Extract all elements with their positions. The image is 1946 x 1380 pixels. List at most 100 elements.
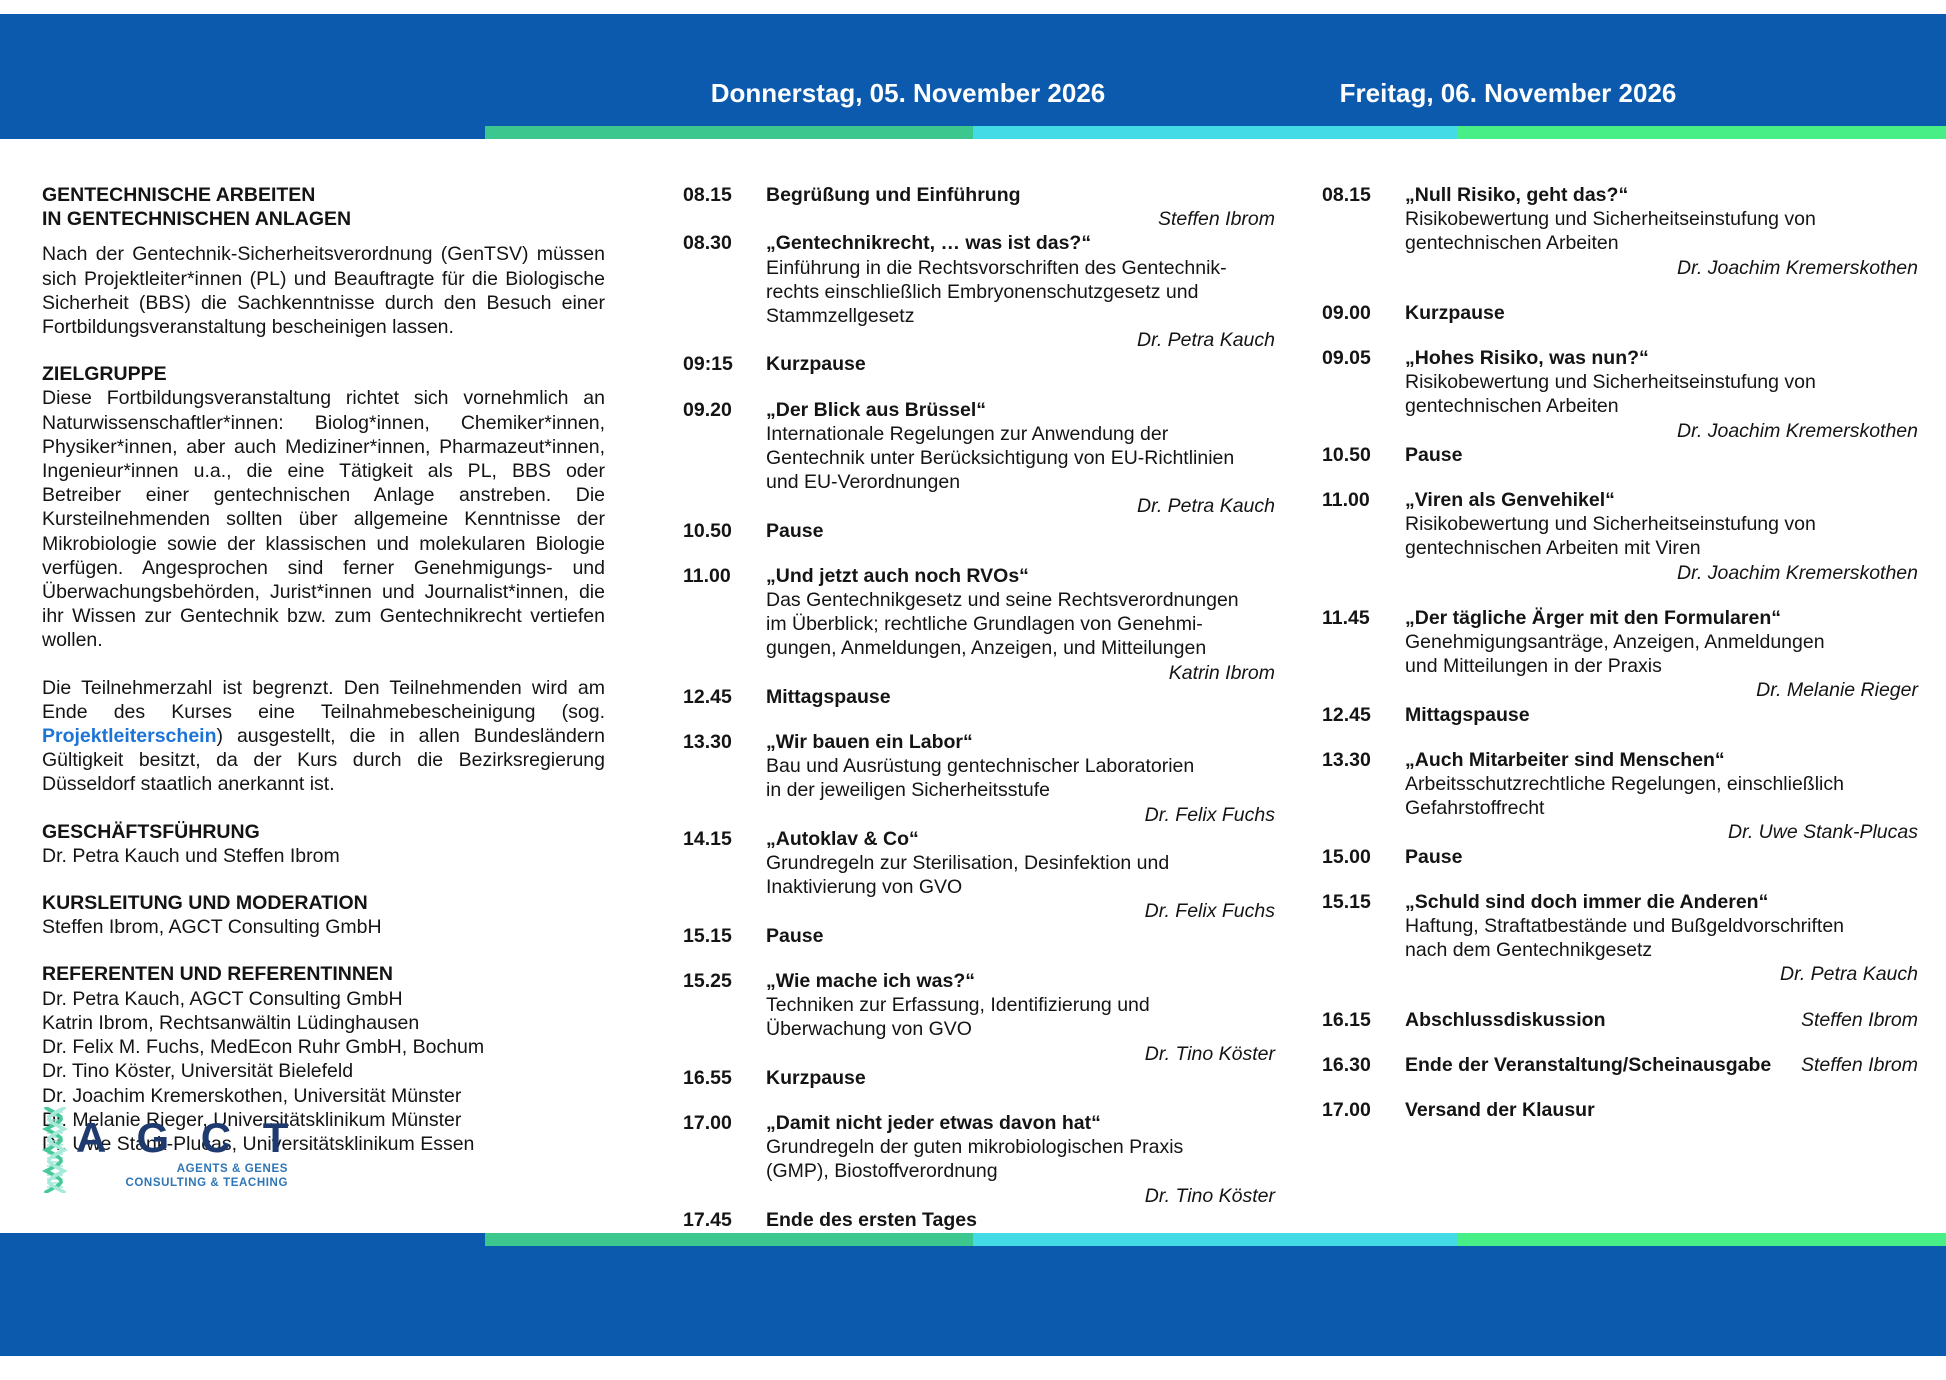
projektleiterschein-link[interactable]: Projektleiterschein <box>42 725 217 748</box>
speaker-list-item: Dr. Uwe Stank-Plucas, Universitätsklinik… <box>42 1132 475 1155</box>
session-title-row: Mittagspause <box>1405 703 1918 727</box>
session-speaker: Dr. Joachim Kremerskothen <box>1677 561 1918 584</box>
session-title-row: „Auch Mitarbeiter sind Menschen“ <box>1405 748 1918 772</box>
session-title-row: „Autoklav & Co“ <box>766 827 1275 851</box>
strip-segment-cyan <box>973 1233 1458 1246</box>
session-speaker: Katrin Ibrom <box>1168 661 1275 684</box>
speaker-list-item: Katrin Ibrom, Rechtsanwältin Lüdinghause… <box>42 1011 420 1034</box>
schedule-entry: 15.25 „Wie mache ich was?“ Techniken zur E… <box>683 969 1275 1066</box>
schedule-entry: 08.30 „Gentechnikrecht, … was ist das?“ Ei… <box>683 231 1275 352</box>
session-speaker: Dr. Petra Kauch <box>1136 495 1275 518</box>
session-content: Kurzpause <box>1405 301 1918 325</box>
session-title: „Der Blick aus Brüssel“ <box>766 398 987 421</box>
page-title: GENTECHNISCHE ARBEITEN IN GENTECHNISCHEN… <box>42 183 605 231</box>
session-description-line: gentechnischen Arbeiten mit Viren <box>1405 537 1701 560</box>
session-content: Mittagspause <box>766 685 1275 709</box>
agct-logo: A G C T AGENTS & GENES CONSULTING & TEAC… <box>40 1098 302 1202</box>
session-content: „Viren als Genvehikel“ Risikobewertung un… <box>1405 488 1918 585</box>
session-title-row: Begrüßung und Einführung <box>766 183 1275 207</box>
schedule-entry: 12.45 Mittagspause <box>1322 703 1918 727</box>
session-time: 15.15 <box>1322 890 1371 913</box>
session-title: „Schuld sind doch immer die Anderen“ <box>1405 890 1769 913</box>
session-time: 08.30 <box>683 232 732 255</box>
strip-segment-green <box>485 126 973 139</box>
session-content: „Damit nicht jeder etwas davon hat“ Grund… <box>766 1111 1275 1208</box>
session-title-row: Abschlussdiskussion Steffen Ibrom <box>1405 1008 1918 1032</box>
session-time: 16.30 <box>1322 1053 1371 1076</box>
session-title: „Wie mache ich was?“ <box>766 969 975 992</box>
session-description-line: und Mitteilungen in der Praxis <box>1405 655 1662 678</box>
session-title: „Viren als Genvehikel“ <box>1405 489 1615 512</box>
strip-segment-green <box>485 1233 973 1246</box>
session-title-row: „Wir bauen ein Labor“ <box>766 730 1275 754</box>
schedule-entry: 15.00 Pause <box>1322 845 1918 869</box>
session-description-line: gentechnischen Arbeiten <box>1405 395 1619 418</box>
logo-subtitle: AGENTS & GENES CONSULTING & TEACHING <box>40 1162 288 1190</box>
session-title-row: „Gentechnikrecht, … was ist das?“ <box>766 231 1275 255</box>
friday-date-heading: Freitag, 06. November 2026 <box>1339 78 1677 108</box>
session-title: Pause <box>766 519 824 542</box>
session-content: Pause <box>1405 443 1918 467</box>
session-title-row: „Schuld sind doch immer die Anderen“ <box>1405 890 1918 914</box>
session-title-row: Pause <box>766 519 1275 543</box>
session-description-line: Einführung in die Rechtsvorschriften des… <box>766 256 1227 279</box>
session-time: 12.45 <box>1322 703 1371 726</box>
footer-band <box>0 1246 1946 1356</box>
schedule-entry: 15.15 „Schuld sind doch immer die Anderen… <box>1322 890 1918 987</box>
schedule-entry: 16.30 Ende der Veranstaltung/Scheinausgab… <box>1322 1053 1918 1077</box>
logo-subtitle-line1: AGENTS & GENES <box>176 1163 288 1175</box>
session-description-line: rechts einschließlich Embryonenschutzges… <box>766 280 1199 303</box>
speaker-list-item: Dr. Tino Köster, Universität Bielefeld <box>42 1060 354 1083</box>
session-title: Pause <box>766 924 824 947</box>
header-color-strip <box>0 126 1946 139</box>
session-title: „Hohes Risiko, was nun?“ <box>1405 347 1649 370</box>
session-title-row: Kurzpause <box>766 352 1275 376</box>
page-title-line1: GENTECHNISCHE ARBEITEN <box>42 184 316 206</box>
session-time: 10.50 <box>683 519 732 542</box>
session-description-line: Risikobewertung und Sicherheitseinstufun… <box>1405 513 1816 536</box>
session-title: „Auch Mitarbeiter sind Menschen“ <box>1405 748 1725 771</box>
session-title-row: „Hohes Risiko, was nun?“ <box>1405 346 1918 370</box>
session-content: „Auch Mitarbeiter sind Menschen“ Arbeitss… <box>1405 748 1918 845</box>
session-content: „Der tägliche Ärger mit den Formularen“ G… <box>1405 606 1918 703</box>
intro-paragraph: Nach der Gentechnik-Sicherheitsverordnun… <box>42 243 605 339</box>
session-speaker: Steffen Ibrom <box>1800 1008 1918 1031</box>
session-description-line: in der jeweiligen Sicherheitsstufe <box>766 779 1050 802</box>
friday-schedule: 08.15 „Null Risiko, geht das?“ Risikobewer… <box>1322 183 1918 1122</box>
session-time: 13.30 <box>1322 748 1371 771</box>
session-speaker: Steffen Ibrom <box>1800 1053 1918 1076</box>
speaker-list-item: Dr. Joachim Kremerskothen, Universität M… <box>42 1084 462 1107</box>
session-description-line: Haftung, Straftatbestände und Bußgeldvor… <box>1405 915 1845 938</box>
session-description-line: Gentechnik unter Berücksichtigung von EU… <box>766 447 1235 470</box>
schedule-entry: 13.30 „Wir bauen ein Labor“ Bau und Ausrüs… <box>683 730 1275 827</box>
session-title: Begrüßung und Einführung <box>766 184 1021 206</box>
participants-paragraph: Die Teilnehmerzahl ist begrenzt. Den Tei… <box>42 676 605 797</box>
session-time: 09.00 <box>1322 301 1371 324</box>
schedule-entry: 15.15 Pause <box>683 924 1275 948</box>
session-title-row: „Und jetzt auch noch RVOs“ <box>766 564 1275 588</box>
strip-segment-cyan <box>973 126 1458 139</box>
session-content: Kurzpause <box>766 352 1275 376</box>
session-content: „Hohes Risiko, was nun?“ Risikobewertung … <box>1405 346 1918 443</box>
session-speaker: Dr. Tino Köster <box>1144 1042 1275 1065</box>
schedule-entry: 10.50 Pause <box>1322 443 1918 467</box>
thursday-schedule: 08.15 Begrüßung und Einführung Steffen Ibr… <box>683 183 1275 1232</box>
session-speaker: Steffen Ibrom <box>1157 208 1275 231</box>
session-time: 11.00 <box>683 564 731 587</box>
logo-subtitle-line2: CONSULTING & TEACHING <box>125 1177 288 1189</box>
session-title-row: „Wie mache ich was?“ <box>766 969 1275 993</box>
session-content: „Schuld sind doch immer die Anderen“ Haft… <box>1405 890 1918 987</box>
session-title: Kurzpause <box>1405 301 1505 324</box>
schedule-entry: 16.55 Kurzpause <box>683 1066 1275 1090</box>
session-description-line: (GMP), Biostoffverordnung <box>766 1160 998 1183</box>
session-time: 17.00 <box>1322 1099 1371 1122</box>
session-title-row: „Der tägliche Ärger mit den Formularen“ <box>1405 606 1918 630</box>
session-description-line: und EU-Verordnungen <box>766 471 961 494</box>
session-description-line: Das Gentechnikgesetz und seine Rechtsver… <box>766 589 1239 612</box>
schedule-entry: 17.00 „Damit nicht jeder etwas davon hat“… <box>683 1111 1275 1208</box>
session-speaker: Dr. Felix Fuchs <box>1144 900 1275 923</box>
session-title: Ende des ersten Tages <box>766 1208 977 1231</box>
session-description-line: Grundregeln der guten mikrobiologischen … <box>766 1136 1184 1159</box>
schedule-entry: 09:15 Kurzpause <box>683 352 1275 376</box>
session-content: Versand der Klausur <box>1405 1098 1918 1122</box>
